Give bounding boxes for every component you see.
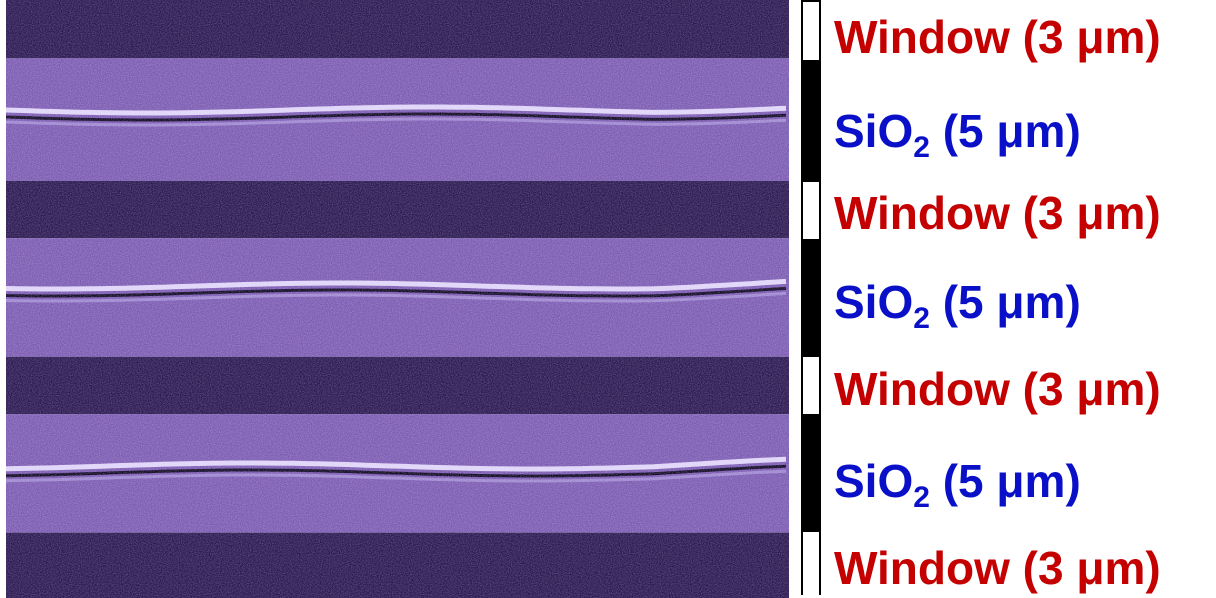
window-texture <box>6 0 789 598</box>
layer-thickness: (5 μm) <box>929 105 1081 157</box>
layer-material: SiO <box>834 105 914 157</box>
layer-label-window: Window (3 μm) <box>834 366 1161 412</box>
band-texture <box>6 0 789 59</box>
scale-segment-window <box>803 182 819 239</box>
layer-material: Window <box>834 11 1010 63</box>
layer-thickness: (5 μm) <box>929 455 1081 507</box>
layer-label-window: Window (3 μm) <box>834 14 1161 60</box>
sem-micrograph <box>6 0 789 598</box>
layer-thickness: (3 μm) <box>1009 187 1161 239</box>
band-texture <box>6 180 789 239</box>
scale-segment-window <box>803 357 819 414</box>
scale-segment-sio2 <box>803 414 819 532</box>
scale-segment-sio2 <box>803 60 819 182</box>
scale-segment-window <box>803 2 819 60</box>
layer-scale-bar <box>801 0 821 597</box>
layer-material: SiO <box>834 276 914 328</box>
layer-material: Window <box>834 542 1010 594</box>
band-texture <box>6 356 789 415</box>
layer-material: Window <box>834 363 1010 415</box>
layer-thickness: (3 μm) <box>1009 363 1161 415</box>
layer-subscript: 2 <box>913 481 930 514</box>
speckle-overlay <box>6 0 789 598</box>
layer-material: SiO <box>834 455 914 507</box>
band-texture <box>6 532 789 598</box>
layer-thickness: (3 μm) <box>1009 11 1161 63</box>
layer-thickness: (3 μm) <box>1009 542 1161 594</box>
layer-subscript: 2 <box>913 131 930 164</box>
layer-label-sio2: SiO2 (5 μm) <box>834 108 1081 163</box>
scale-segment-sio2 <box>803 239 819 357</box>
layer-label-sio2: SiO2 (5 μm) <box>834 458 1081 513</box>
layer-label-sio2: SiO2 (5 μm) <box>834 279 1081 334</box>
layer-label-window: Window (3 μm) <box>834 545 1161 591</box>
layer-subscript: 2 <box>913 302 930 335</box>
layer-thickness: (5 μm) <box>929 276 1081 328</box>
layer-label-window: Window (3 μm) <box>834 190 1161 236</box>
layer-material: Window <box>834 187 1010 239</box>
layer-labels: Window (3 μm) SiO2 (5 μm) Window (3 μm) SiO… <box>834 0 1214 598</box>
scale-segment-window <box>803 532 819 597</box>
